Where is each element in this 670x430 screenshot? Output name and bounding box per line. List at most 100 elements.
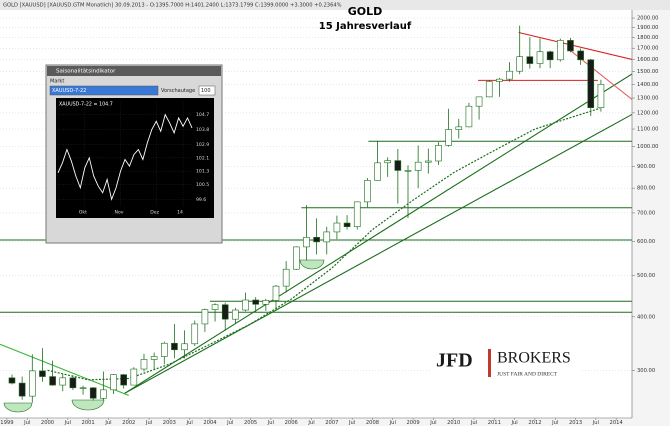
y-tick-label: 1000.00 [637, 144, 658, 150]
indicator-window: Saisonalitätsindikator Markt XAUUSD-7-22… [45, 64, 223, 244]
inset-y-tick-label: 102.9 [196, 142, 209, 148]
candle-body [333, 222, 341, 233]
inset-y-tick-label: 99.6 [196, 197, 206, 203]
candle-body [384, 160, 391, 164]
candle-body [587, 59, 595, 108]
moving-average [47, 107, 601, 381]
x-tick-label: Jul [226, 420, 233, 426]
inset-y-tick-label: 101.3 [196, 169, 209, 175]
y-tick-label: 1700.00 [637, 46, 658, 52]
x-tick-label: 2010 [447, 420, 460, 426]
x-tick-label: Jul [307, 420, 314, 426]
x-tick-label: 2007 [325, 420, 338, 426]
candle-body [293, 246, 300, 270]
y-tick-label: 1800.00 [637, 35, 658, 41]
y-tick-label: 1300.00 [637, 96, 658, 102]
window-title: Saisonalitätsindikator [56, 69, 116, 75]
candle-body [516, 56, 523, 72]
candle-body [28, 370, 36, 397]
candle-body [18, 382, 26, 397]
candle-body [364, 180, 371, 203]
market-label: Markt [50, 79, 64, 85]
candle-body [79, 387, 87, 389]
x-tick-label: Jul [348, 420, 355, 426]
candle-body [303, 236, 310, 248]
bottom-marker [299, 259, 325, 270]
market-dropdown[interactable] [49, 85, 159, 96]
x-tick-label: 2009 [406, 420, 419, 426]
x-tick-label: Jul [23, 420, 30, 426]
candle-body [191, 323, 199, 345]
x-tick-label: 2008 [366, 420, 379, 426]
inset-y-tick-label: 100.5 [196, 182, 209, 188]
x-tick-label: Jul [429, 420, 436, 426]
candle-body [211, 304, 219, 310]
x-tick-label: 2014 [610, 420, 624, 426]
candle-body [201, 309, 209, 325]
y-tick-label: 300.00 [637, 368, 655, 374]
inset-y-tick-label: 103.8 [196, 127, 209, 133]
candle-body [100, 389, 107, 399]
logo-name: BROKERS [497, 350, 571, 367]
candle-body [526, 56, 534, 64]
candle-body [171, 342, 178, 351]
x-tick-label: 1999 [0, 420, 13, 426]
candle-body [475, 96, 483, 107]
candle-body [597, 84, 605, 108]
trend-line [0, 343, 129, 396]
x-tick-label: 2004 [203, 420, 217, 426]
trend-line [124, 73, 632, 394]
y-tick-label: 400.00 [637, 314, 655, 320]
x-tick-label: Jul [389, 420, 396, 426]
days-input[interactable] [198, 85, 216, 96]
y-tick-label: 500.00 [637, 273, 655, 279]
x-tick-label: 2003 [163, 420, 176, 426]
header-text: GOLD [XAUUSD] [XAUUSD.GTM Monatlich] 30.… [3, 3, 342, 9]
y-tick-label: 1200.00 [637, 110, 658, 116]
y-tick-label: 1400.00 [637, 82, 658, 88]
candle-body [496, 78, 503, 82]
candle-body [181, 343, 188, 351]
x-tick-label: 2002 [122, 420, 135, 426]
days-label: Vorschautage [161, 88, 195, 94]
logo-brand: JFD [436, 350, 473, 372]
x-tick-label: Jul [470, 420, 477, 426]
inset-x-tick-label: Okt [79, 210, 87, 216]
candle-body [536, 51, 544, 64]
x-axis-band [0, 418, 632, 426]
logo-divider [488, 349, 491, 377]
chart-subtitle: 15 Jahresverlauf [319, 21, 412, 32]
logo-tagline: JUST FAIR AND DIRECT [497, 371, 558, 377]
x-tick-label: Jul [267, 420, 274, 426]
bottom-marker [3, 402, 33, 413]
candle-body [343, 222, 351, 228]
candle-body [435, 145, 442, 162]
x-tick-label: 2001 [82, 420, 95, 426]
x-tick-label: 2011 [488, 420, 501, 426]
y-tick-label: 900.00 [637, 164, 655, 170]
candle-body [160, 342, 168, 357]
y-axis-band [632, 10, 670, 426]
y-tick-label: 800.00 [637, 186, 655, 192]
candle-body [425, 160, 432, 163]
inset-y-tick-label: 104.7 [196, 112, 209, 118]
x-tick-label: Jul [64, 420, 71, 426]
candle-body [485, 81, 493, 98]
candle-body [353, 201, 361, 228]
candle-body [546, 51, 554, 61]
chart-title: GOLD [348, 5, 383, 18]
y-tick-label: 700.00 [637, 210, 655, 216]
indicator-plot [56, 98, 214, 218]
candle-body [445, 129, 452, 146]
bottom-marker [71, 399, 105, 411]
x-tick-label: Jul [592, 420, 599, 426]
candle-body [262, 300, 270, 305]
x-tick-label: Jul [104, 420, 111, 426]
candle-body [221, 304, 229, 320]
window-titlebar [47, 66, 221, 76]
candle-body [374, 162, 381, 181]
y-tick-label: 1900.00 [637, 25, 658, 31]
inset-x-tick-label: Nov [115, 210, 124, 216]
candle-body [282, 268, 290, 287]
